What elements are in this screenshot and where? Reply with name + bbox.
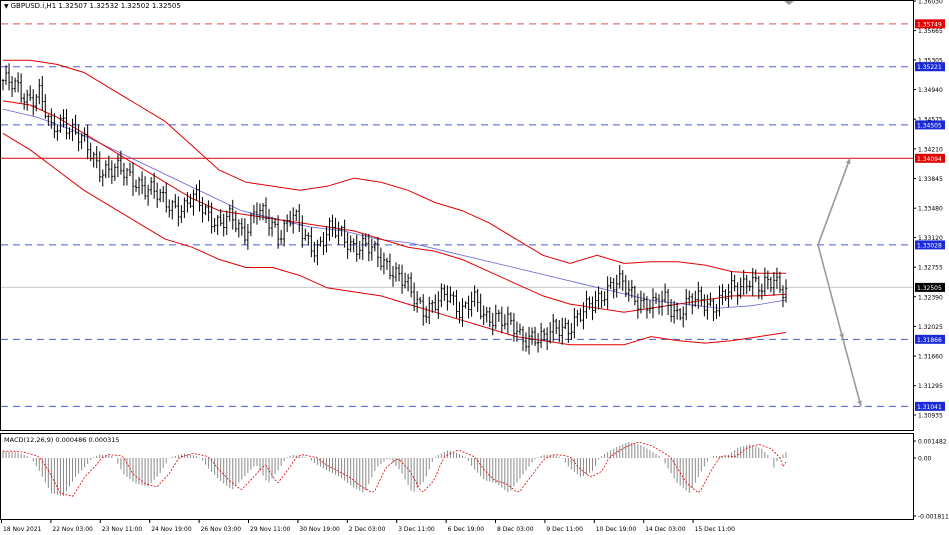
macd-signal-line [3, 441, 787, 497]
bollinger-middle-band [2, 100, 787, 313]
arrow-head-icon [839, 333, 844, 340]
macd-panel[interactable] [0, 433, 914, 520]
arrow-head-icon [845, 158, 851, 165]
current-price-label-bg [915, 282, 945, 292]
projection-arrow[interactable] [842, 339, 862, 407]
projection-arrow[interactable] [817, 158, 851, 246]
level-label-red: 1.34094 [917, 156, 942, 163]
time-tick-label: 3 Dec 11:00 [398, 526, 435, 533]
time-tick-label: 6 Dec 19:00 [448, 526, 485, 533]
price-tick-label: 1.34575 [918, 117, 943, 124]
level-label-blue: 1.35221 [917, 64, 942, 71]
time-tick-label: 30 Nov 19:00 [299, 526, 340, 533]
level-label-red-bg [915, 153, 945, 163]
macd-tick-label: 0.001482 [918, 439, 947, 446]
level-label-blue-bg [915, 401, 945, 411]
main-panel[interactable] [0, 0, 914, 431]
time-tick-label: 15 Dec 11:00 [695, 526, 736, 533]
price-tick-label: 1.31295 [918, 383, 943, 390]
level-label-blue-bg [915, 334, 945, 344]
moving-average-line [2, 108, 787, 309]
time-tick-label: 8 Dec 03:00 [497, 526, 534, 533]
level-label-red-bg [915, 19, 945, 29]
price-tick-label: 1.32755 [918, 265, 943, 272]
menu-triangle-icon[interactable]: ▼ [4, 3, 9, 10]
price-tick-label: 1.35305 [918, 57, 943, 64]
arrow-head-icon [857, 400, 862, 407]
time-tick-label: 24 Nov 19:00 [151, 526, 192, 533]
level-label-blue: 1.33028 [917, 242, 942, 249]
price-tick-label: 1.33845 [918, 176, 943, 183]
time-tick-label: 26 Nov 03:00 [201, 526, 242, 533]
price-tick-label: 1.31660 [918, 354, 943, 361]
price-tick-label: 1.32025 [918, 324, 943, 331]
level-label-blue-bg [915, 62, 945, 72]
macd-header: MACD(12,26,9) 0.000486 0.000315 [4, 436, 120, 444]
current-price-label: 1.32505 [917, 285, 942, 292]
time-tick-label: 14 Dec 03:00 [645, 526, 686, 533]
time-tick-label: 18 Nov 2021 [3, 526, 42, 533]
level-label-red: 1.35749 [917, 21, 942, 28]
price-tick-label: 1.30935 [918, 412, 943, 419]
price-tick-label: 1.33120 [918, 235, 943, 242]
time-tick-label: 22 Nov 03:00 [52, 526, 93, 533]
symbol-header: ▼ GBPUSD.i,H1 1.32507 1.32532 1.32502 1.3… [4, 2, 181, 10]
level-label-blue-bg [915, 240, 945, 250]
bollinger-lower-band [2, 132, 787, 346]
bollinger-upper-band [3, 59, 786, 274]
macd-tick-label: -0.001811 [918, 514, 949, 521]
time-tick-label: 23 Nov 11:00 [102, 526, 143, 533]
price-tick-label: 1.32390 [918, 294, 943, 301]
symbol-ohlc: GBPUSD.i,H1 1.32507 1.32532 1.32502 1.32… [10, 2, 181, 10]
level-label-blue: 1.31041 [917, 404, 942, 411]
chart-shift-marker[interactable] [784, 1, 794, 5]
price-tick-label: 1.36030 [918, 0, 943, 6]
time-tick-label: 2 Dec 03:00 [349, 526, 386, 533]
projection-arrow[interactable] [817, 244, 844, 340]
price-tick-label: 1.34940 [918, 87, 943, 94]
level-label-blue: 1.34505 [917, 122, 942, 129]
macd-tick-label: 0.00 [918, 456, 932, 463]
level-label-blue-bg [915, 120, 945, 130]
time-tick-label: 9 Dec 11:00 [546, 526, 583, 533]
level-label-blue: 1.31866 [917, 337, 942, 344]
price-tick-label: 1.34210 [918, 146, 943, 153]
time-tick-label: 29 Nov 11:00 [250, 526, 291, 533]
price-tick-label: 1.33480 [918, 206, 943, 213]
price-tick-label: 1.35665 [918, 28, 943, 35]
time-tick-label: 10 Dec 19:00 [596, 526, 637, 533]
